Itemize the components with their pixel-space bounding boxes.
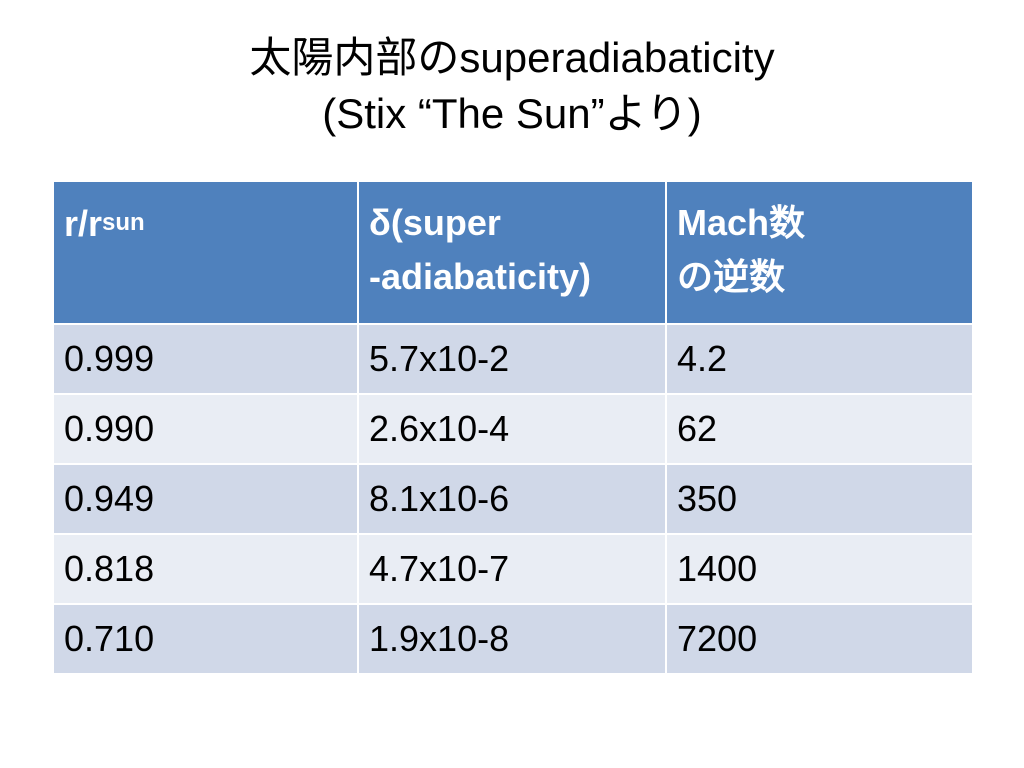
slide-title: 太陽内部のsuperadiabaticity (Stix “The Sun”より… [0,30,1024,142]
table-cell: 4.2 [665,323,974,395]
table-cell: 8.1x10-6 [357,463,667,535]
header-line: -adiabaticity) [369,256,592,297]
table-cell: 0.949 [52,463,359,535]
table-cell: 7200 [665,603,974,675]
table-cell: 0.710 [52,603,359,675]
table-cell: 2.6x10-4 [357,393,667,465]
table-cell: 0.999 [52,323,359,395]
table-row: 0.999 5.7x10-2 4.2 [52,323,974,395]
table-cell: 62 [665,393,974,465]
title-line: 太陽内部のsuperadiabaticity [249,34,775,81]
table-row: 0.818 4.7x10-7 1400 [52,533,974,605]
table-row: 0.990 2.6x10-4 62 [52,393,974,465]
header-cell: Mach数の逆数 [665,180,974,325]
table-cell: 5.7x10-2 [357,323,667,395]
table-row: 0.710 1.9x10-8 7200 [52,603,974,675]
title-line: (Stix “The Sun”より) [322,90,702,137]
table-body: 0.999 5.7x10-2 4.2 0.990 2.6x10-4 62 0.949 8.1x… [52,323,974,675]
table-cell: 1.9x10-8 [357,603,667,675]
header-subscript: sun [102,209,145,236]
header-line: Mach数 [677,202,806,243]
header-text: r/r [64,203,103,244]
header-cell: δ(super -adiabaticity) [357,180,667,325]
table-cell: 0.818 [52,533,359,605]
header-line: の逆数 [677,256,786,297]
header-cell: r/rsun [52,180,359,325]
header-line: δ(super [369,202,501,243]
header-row: r/rsun δ(super -adiabaticity) Mach数の逆数 [52,180,974,325]
table-cell: 350 [665,463,974,535]
table-cell: 4.7x10-7 [357,533,667,605]
table-cell: 0.990 [52,393,359,465]
data-table: r/rsun δ(super -adiabaticity) Mach数の逆数 0.… [52,180,974,675]
table-row: 0.949 8.1x10-6 350 [52,463,974,535]
table-cell: 1400 [665,533,974,605]
